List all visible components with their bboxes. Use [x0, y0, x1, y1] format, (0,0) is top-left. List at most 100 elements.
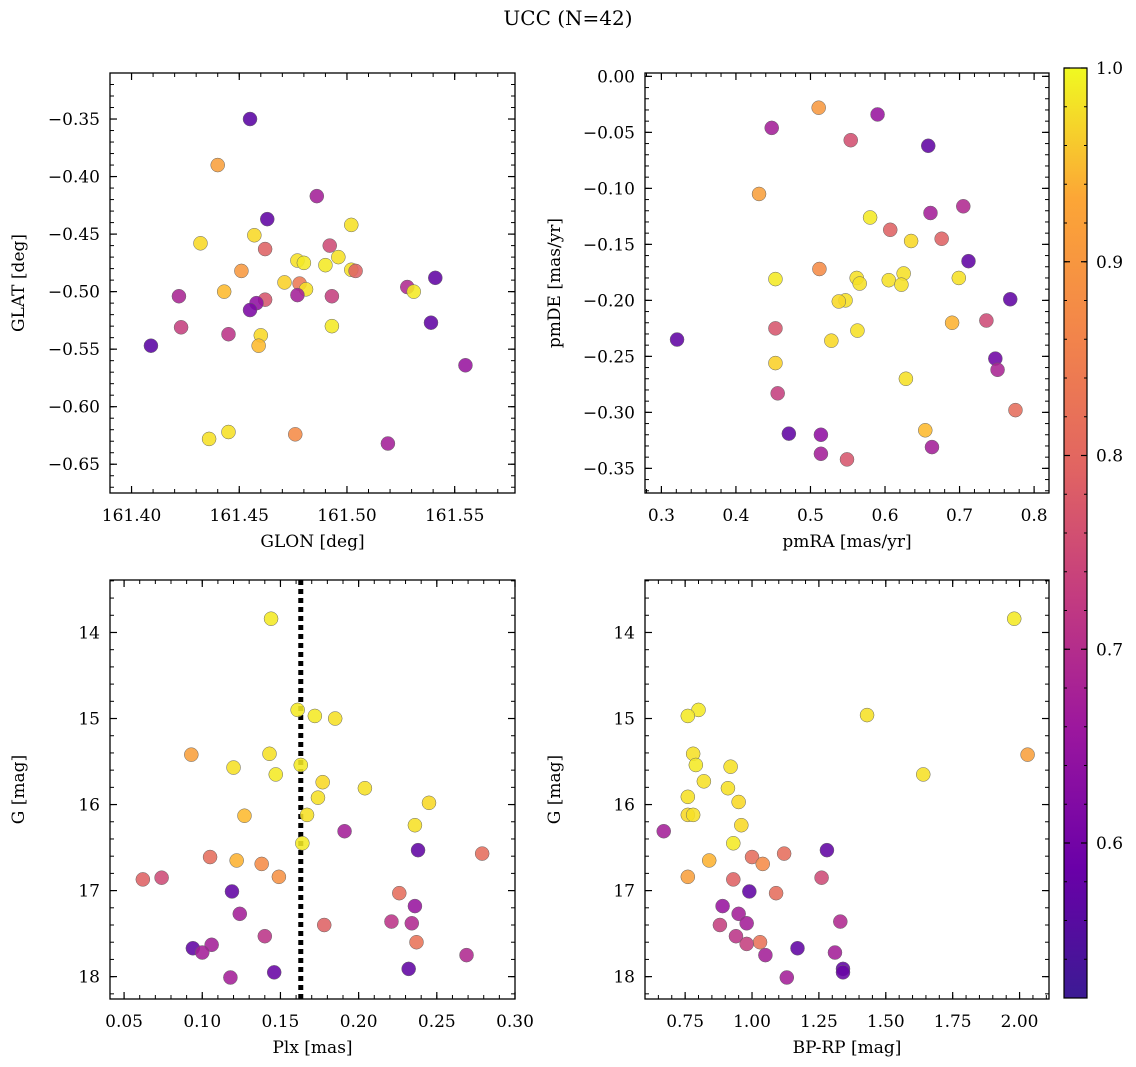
data-point — [870, 107, 885, 122]
x-tick-label: 0.3 — [648, 506, 675, 526]
data-point — [903, 233, 919, 249]
y-tick-label: −0.30 — [583, 403, 635, 423]
data-point — [824, 333, 839, 348]
data-point — [680, 789, 696, 805]
data-point — [768, 355, 783, 371]
data-point — [813, 427, 829, 443]
data-point — [242, 302, 258, 318]
data-point — [656, 823, 671, 839]
x-tick-label: 0.05 — [105, 1012, 143, 1032]
x-tick-label: 0.10 — [183, 1012, 221, 1032]
data-point — [324, 288, 340, 304]
data-point — [266, 965, 282, 980]
data-point — [380, 436, 396, 451]
data-point — [701, 853, 717, 868]
data-point — [961, 253, 976, 269]
data-point — [384, 914, 399, 929]
y-tick-label: 18 — [613, 968, 635, 988]
data-point — [392, 885, 407, 901]
data-point — [680, 869, 696, 885]
data-point — [835, 965, 851, 980]
y-tick-label: 14 — [78, 623, 100, 643]
data-point — [924, 439, 940, 455]
data-point — [831, 294, 847, 309]
colorbar-tick-label: 1.0 — [1096, 59, 1123, 79]
data-point — [916, 767, 931, 782]
data-point — [768, 271, 783, 287]
data-point — [739, 936, 754, 952]
data-point — [288, 427, 303, 442]
data-point — [951, 270, 967, 286]
data-point — [781, 426, 797, 441]
axes-frame — [644, 72, 1050, 494]
data-point — [310, 790, 326, 805]
data-point — [229, 853, 244, 868]
y-tick-label: −0.35 — [48, 110, 100, 130]
data-point — [1008, 402, 1023, 418]
data-point — [752, 934, 768, 950]
data-point — [770, 386, 785, 401]
data-point — [1020, 747, 1035, 762]
x-tick-label: 0.20 — [340, 1012, 378, 1032]
data-point — [260, 211, 275, 227]
data-point — [814, 870, 829, 885]
data-point — [859, 707, 875, 723]
data-point — [401, 961, 416, 977]
data-point — [210, 157, 225, 173]
data-point — [344, 217, 359, 233]
data-point — [459, 947, 474, 963]
y-tick-label: 16 — [613, 796, 635, 816]
data-point — [348, 263, 363, 279]
data-point — [734, 817, 749, 833]
data-point — [407, 817, 423, 833]
data-point — [813, 446, 829, 462]
data-point — [751, 186, 767, 202]
y-tick-label: −0.10 — [583, 179, 635, 199]
data-point — [776, 846, 792, 861]
data-point — [1002, 291, 1018, 307]
data-point — [696, 774, 712, 789]
data-point — [226, 760, 241, 775]
y-tick-label: −0.05 — [583, 123, 635, 143]
x-tick-label: 0.30 — [496, 1012, 534, 1032]
data-point — [726, 872, 741, 887]
data-point — [327, 711, 343, 726]
y-tick-label: 17 — [613, 882, 635, 902]
y-tick-label: −0.40 — [48, 168, 100, 188]
data-point — [293, 757, 309, 773]
figure-title: UCC (N=42) — [503, 6, 633, 30]
data-point — [184, 747, 199, 762]
x-tick-label: 2.00 — [1001, 1012, 1039, 1032]
data-point — [410, 842, 426, 858]
data-point — [669, 332, 685, 347]
data-point — [309, 188, 325, 204]
data-point — [758, 947, 773, 963]
data-point — [731, 794, 746, 810]
colorbar: 0.6 0.7 0.8 0.9 1.0 — [1063, 59, 1123, 999]
data-point — [898, 371, 914, 387]
x-tick-label: 0.15 — [262, 1012, 300, 1032]
data-point — [251, 338, 266, 353]
data-point — [195, 945, 210, 960]
data-point — [755, 856, 770, 872]
data-point — [428, 270, 443, 286]
y-tick-label: −0.55 — [48, 340, 100, 360]
colorbar-bar — [1064, 68, 1087, 998]
data-point — [764, 120, 779, 136]
data-point — [680, 708, 696, 724]
data-point — [262, 746, 277, 762]
data-point — [850, 323, 865, 338]
y-tick-label: 14 — [613, 623, 635, 643]
axes-frame — [109, 72, 516, 494]
x-tick-label: 0.7 — [946, 506, 973, 526]
data-point — [257, 928, 273, 944]
data-point — [201, 431, 217, 447]
x-tick-label: 1.50 — [867, 1012, 905, 1032]
x-tick-label: 0.75 — [666, 1012, 704, 1032]
data-point — [882, 222, 898, 238]
data-point — [242, 111, 258, 127]
y-tick-label: 15 — [613, 710, 635, 730]
data-point — [827, 945, 843, 960]
data-point — [934, 231, 949, 247]
